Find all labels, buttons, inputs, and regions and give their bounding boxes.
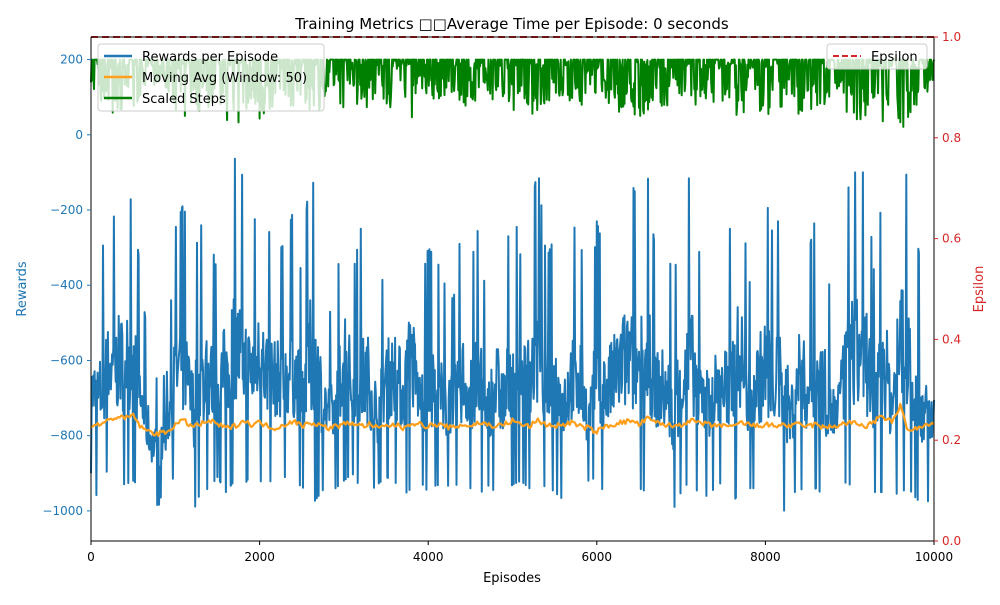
legend-left-box: [97, 43, 325, 112]
x-axis-ticks: 0 2000 4000 6000 8000 10000: [87, 541, 953, 564]
y-right-axis-label: Epsilon: [972, 266, 987, 313]
y-right-axis-ticks: 1.0 0.8 0.6 0.4 0.2 0.0: [934, 30, 961, 548]
y-right-tick-label: 0.4: [942, 332, 961, 346]
x-tick-label: 0: [87, 550, 95, 564]
y-left-tick-label: −600: [50, 353, 83, 367]
x-tick-label: 10000: [915, 550, 953, 564]
legend-left: Rewards per Episode Moving Avg (Window: …: [97, 43, 325, 112]
legend-moving-avg-label: Moving Avg (Window: 50): [142, 71, 307, 86]
y-right-tick-label: 0.0: [942, 534, 961, 548]
chart-title: Training Metrics □□Average Time per Epis…: [294, 15, 729, 33]
y-left-tick-label: −1000: [42, 504, 83, 518]
x-tick-label: 8000: [750, 550, 781, 564]
y-right-tick-label: 0.6: [942, 232, 961, 246]
y-left-tick-label: −400: [50, 278, 83, 292]
legend-rewards-label: Rewards per Episode: [142, 50, 278, 65]
legend-epsilon-label: Epsilon: [871, 50, 918, 65]
x-tick-label: 4000: [413, 550, 444, 564]
x-axis-label: Episodes: [483, 571, 541, 586]
y-right-tick-label: 0.8: [942, 131, 961, 145]
legend-right: Epsilon: [826, 43, 928, 70]
y-left-tick-label: 0: [75, 128, 83, 142]
x-tick-label: 2000: [244, 550, 275, 564]
y-left-axis-ticks: 200 0 −200 −400 −600 −800 −1000: [42, 53, 91, 518]
legend-right-box: [826, 43, 928, 70]
y-left-tick-label: 200: [60, 53, 83, 67]
legend-scaled-steps-label: Scaled Steps: [142, 92, 226, 107]
axes-frame: [90, 36, 935, 542]
y-left-tick-label: −200: [50, 203, 83, 217]
y-right-tick-label: 0.2: [942, 433, 961, 447]
moving-avg-series-line: [90, 402, 935, 437]
x-tick-label: 6000: [582, 550, 613, 564]
y-right-tick-label: 1.0: [942, 30, 961, 44]
y-left-axis-label: Rewards: [15, 261, 30, 316]
y-left-tick-label: −800: [50, 429, 83, 443]
